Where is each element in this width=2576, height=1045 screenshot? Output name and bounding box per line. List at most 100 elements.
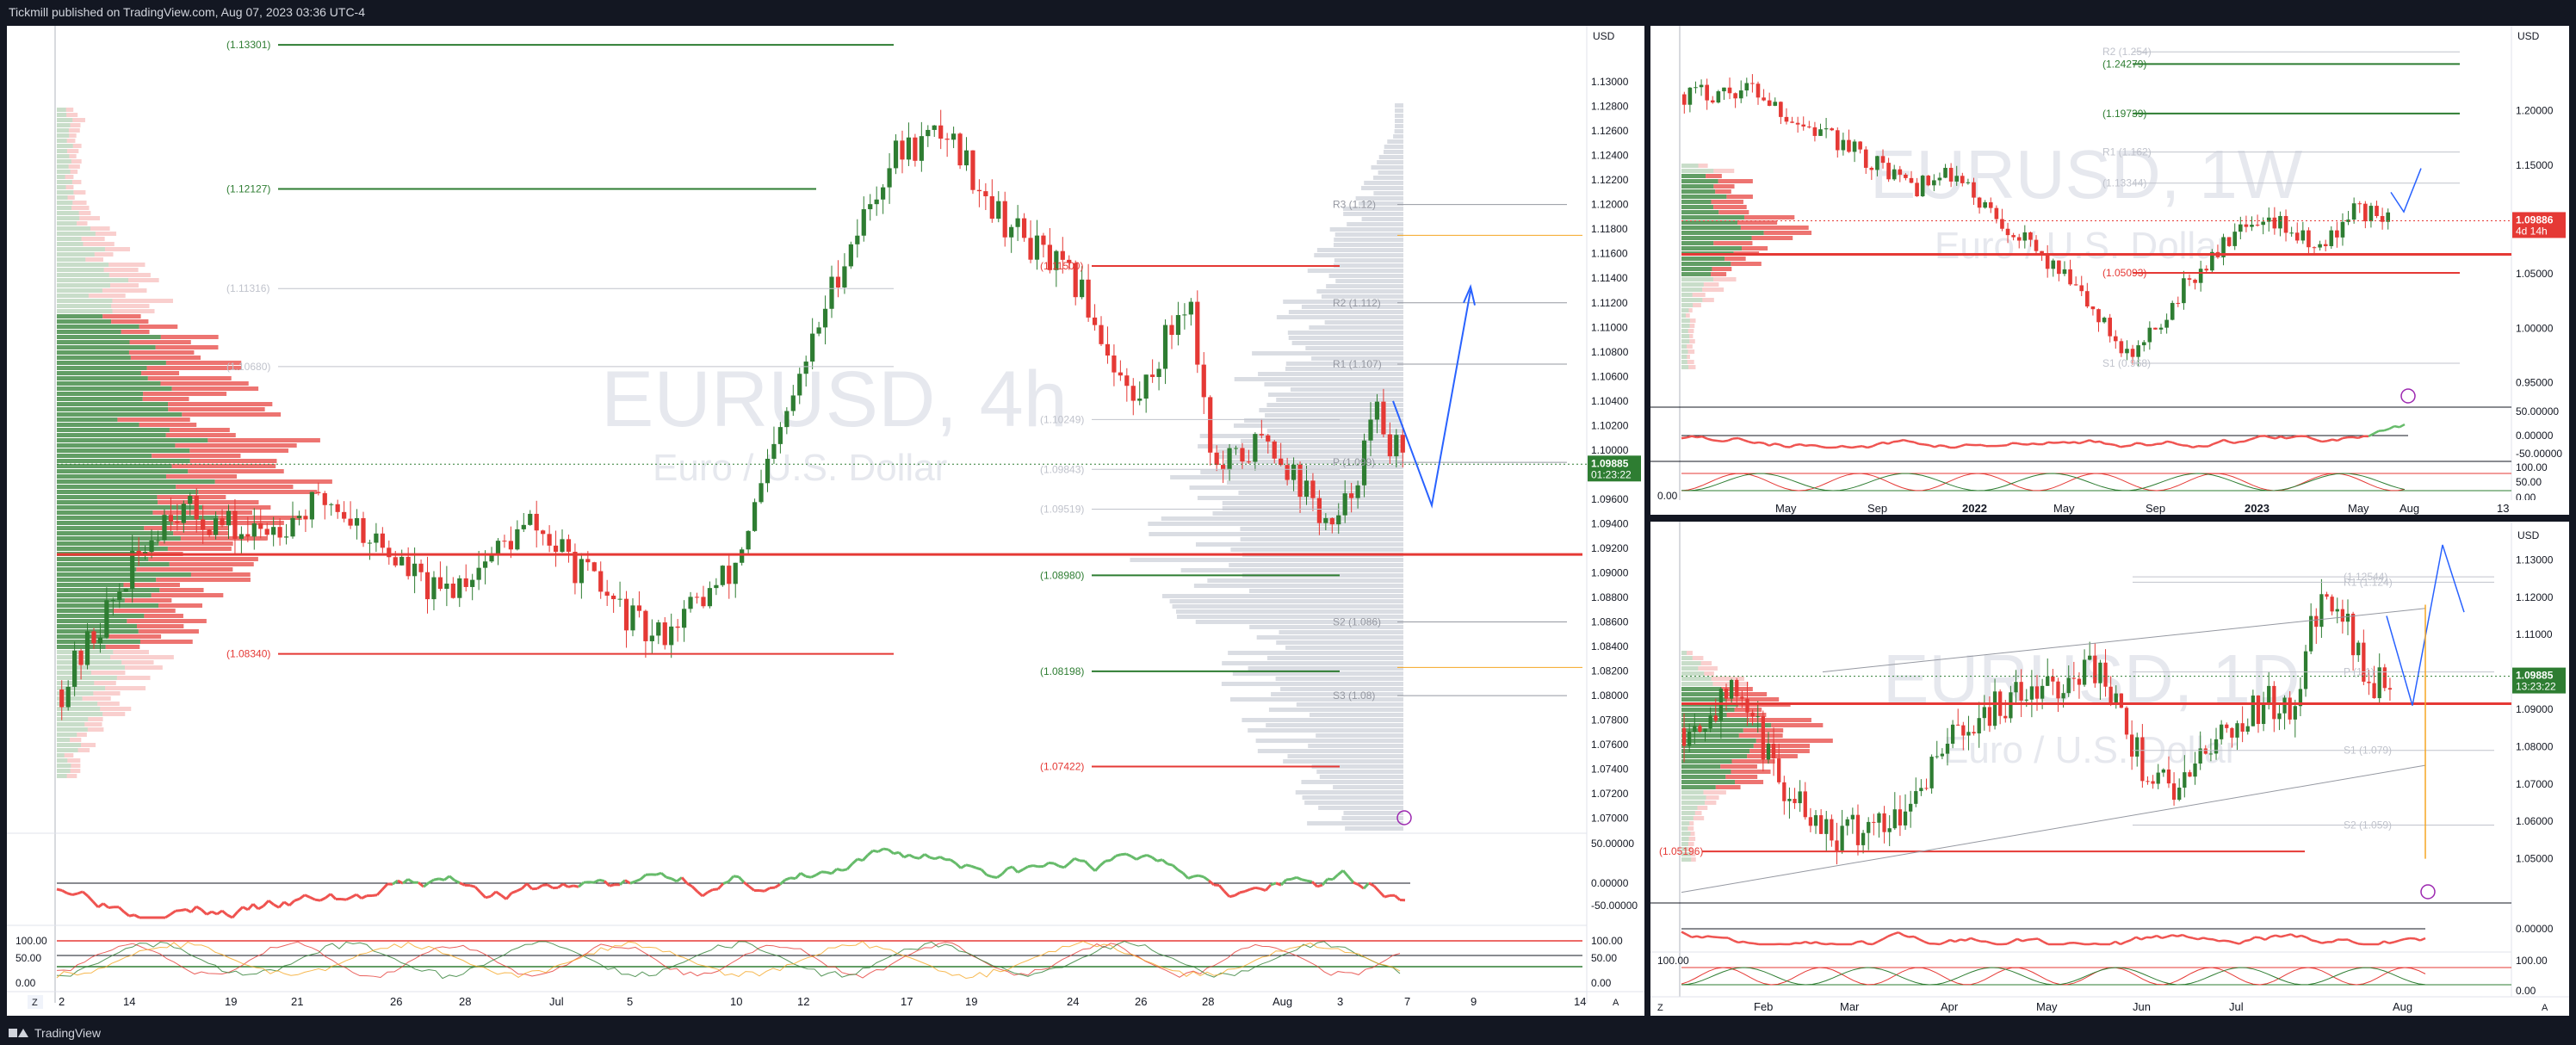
d-candle <box>2071 677 2076 679</box>
w-candle <box>2068 269 2072 285</box>
d-osc1-line <box>2388 941 2395 944</box>
h4-vp-sell <box>175 443 297 448</box>
h4-osc1-line <box>443 875 450 881</box>
w-candle <box>2153 327 2158 330</box>
h4-vp-right-bar <box>1276 315 1403 319</box>
d-y-tick-label: 1.09000 <box>2516 703 2554 715</box>
w-candle <box>1948 167 1954 182</box>
w-vp-buy <box>1681 334 1690 338</box>
h4-vp-sell <box>79 216 100 220</box>
w-candle <box>1880 156 1886 164</box>
h4-vp-right-bar <box>1248 728 1403 733</box>
w-candle <box>1733 93 1737 99</box>
h4-candle <box>1227 448 1232 470</box>
h4-candle <box>149 540 154 553</box>
w-y-tick-label: 1.15000 <box>2516 159 2554 171</box>
d-candle <box>1966 732 1971 736</box>
chart-4h-panel[interactable]: EURUSD, 4h Euro / U.S. Dollar (1.13301) (1.… <box>7 26 1644 1016</box>
h4-candle <box>251 523 257 537</box>
w-candle <box>2096 309 2101 323</box>
h4-candle <box>649 635 654 641</box>
w-osc1-line <box>2042 441 2049 446</box>
w-osc1-line <box>1939 444 1946 448</box>
h4-vp-sell <box>117 417 190 422</box>
w-vp-buy <box>1681 308 1689 312</box>
d-countdown-label: 13:23:22 <box>2516 681 2556 693</box>
h4-vp-sell <box>108 273 151 277</box>
h4-vp-sell <box>95 232 117 236</box>
h4-candle <box>1374 401 1380 420</box>
d-projection-path <box>2386 544 2465 706</box>
d-candle <box>2061 693 2065 699</box>
w-x-tick-label: May <box>1775 502 1797 515</box>
w-vp-buy <box>1681 169 1714 173</box>
h4-y-tick-label: 1.11600 <box>1591 248 1628 260</box>
d-candle <box>2188 772 2192 777</box>
h4-vp-buy <box>57 113 67 117</box>
w-candle <box>1886 163 1891 180</box>
d-candle <box>1703 728 1707 732</box>
tradingview-brand[interactable]: TradingView <box>9 1026 101 1040</box>
h4-vp-right-bar <box>1395 108 1403 113</box>
h4-vp-sell <box>81 237 105 241</box>
h4-candle <box>887 168 892 188</box>
w-candle <box>2312 247 2317 249</box>
chart-daily-panel[interactable]: EURUSD, 1D Euro / U.S. Dollar P (1.1) R1 (1… <box>1650 522 2569 1016</box>
h4-osc1-line <box>1125 852 1132 858</box>
h4-osc1-line <box>841 868 848 872</box>
d-x-tick-label: Jun <box>2133 1000 2151 1013</box>
w-vp-buy <box>1681 200 1712 204</box>
d-vp-buy <box>1681 806 1698 810</box>
h4-candle <box>181 504 186 523</box>
w-candle <box>1790 121 1794 123</box>
d-candle <box>1803 791 1807 818</box>
h4-vp-right-bar <box>1301 780 1403 784</box>
h4-candle <box>733 562 738 584</box>
h4-osc1-line <box>919 853 926 860</box>
h4-vp-right-bar <box>1176 615 1403 619</box>
d-vp-buy <box>1681 697 1727 702</box>
h4-x-tick-label: 26 <box>1135 995 1147 1008</box>
h4-osc1-line <box>469 884 476 888</box>
h4-osc1-line <box>975 866 982 871</box>
h4-candle <box>1086 279 1091 318</box>
h4-vp-right-bar <box>1249 625 1403 629</box>
d-candle <box>1740 696 1744 699</box>
d-osc1-line <box>2244 938 2251 943</box>
h4-x-tick-label: 19 <box>965 995 977 1008</box>
h4-candle <box>1188 301 1193 315</box>
h4-candle <box>790 395 796 411</box>
w-vp-buy <box>1681 189 1716 194</box>
h4-vp-right-bar <box>1198 444 1403 448</box>
h4-x-tick-label: 26 <box>390 995 402 1008</box>
h4-vp-sell <box>147 376 232 380</box>
d-osc1-line <box>2130 936 2137 942</box>
d-osc1-line <box>1696 935 1703 939</box>
w-candle <box>1977 197 1982 208</box>
h4-vp-right-bar <box>1285 367 1403 371</box>
chart-weekly-panel[interactable]: EURUSD, 1W Euro / U.S. Dollar R2 (1.254) (1… <box>1650 26 2569 515</box>
d-candle <box>2040 685 2045 699</box>
h4-vp-sell <box>173 531 228 535</box>
h4-osc1-line <box>56 887 63 892</box>
h4-osc1-line <box>91 900 100 908</box>
h4-price-tag-label: 1.09885 <box>1591 457 1629 469</box>
h4-vp-sell <box>218 516 302 520</box>
h4-vp-sell <box>88 294 126 298</box>
w-osc1-line <box>1836 444 1842 448</box>
d-osc1-line <box>1954 938 1961 943</box>
h4-candle <box>130 550 135 589</box>
h4-vp-buy <box>57 139 67 143</box>
d-osc1-line <box>2316 940 2323 944</box>
h4-pivot-label: R1 (1.107) <box>1333 358 1382 370</box>
h4-vp-right-bar <box>1316 770 1403 774</box>
w-osc1-line <box>1768 442 1775 447</box>
h4-vp-sell <box>81 743 96 747</box>
h4-osc1-line <box>1167 863 1173 867</box>
h4-osc1-line <box>965 863 972 868</box>
h4-vp-right-bar <box>1361 217 1403 221</box>
w-osc2-line <box>1681 473 2406 492</box>
